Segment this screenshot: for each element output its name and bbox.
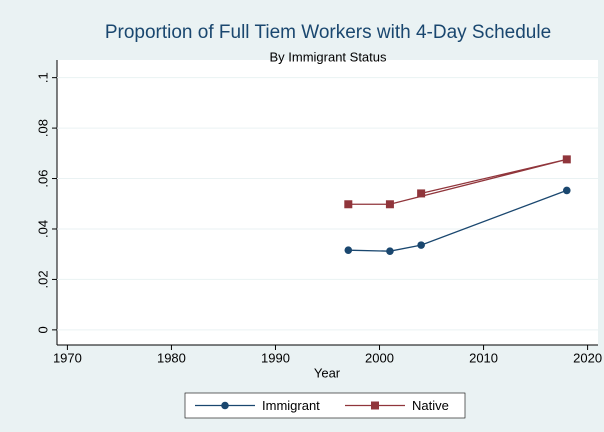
point <box>385 200 394 209</box>
x-tick-label: 1970 <box>53 350 82 365</box>
x-tick-label: 1980 <box>157 350 186 365</box>
x-tick-label: 2010 <box>469 350 498 365</box>
legend-marker <box>221 401 229 410</box>
y-tick-label: .1 <box>35 72 50 83</box>
x-tick-label: 2020 <box>573 350 602 365</box>
point <box>417 241 425 249</box>
series-line <box>348 189 568 252</box>
x-tick-label: 2000 <box>365 350 394 365</box>
point <box>344 246 353 254</box>
y-tick-label: .06 <box>35 170 50 188</box>
y-tick-label: .08 <box>35 119 50 137</box>
chart-subtitle: By Immigrant Status <box>269 49 387 64</box>
point <box>562 186 571 195</box>
legend-label: Immigrant <box>262 398 320 413</box>
point <box>344 200 353 209</box>
x-axis-label: Year <box>314 365 341 380</box>
point <box>562 155 571 164</box>
y-tick-label: .04 <box>35 220 50 238</box>
legend-label: Native <box>412 398 449 413</box>
y-tick-label: 0 <box>35 326 50 333</box>
plot-area <box>57 60 598 345</box>
legend-marker <box>371 401 379 410</box>
chart-title: Proportion of Full Tiem Workers with 4-D… <box>105 22 551 43</box>
y-tick-label: .02 <box>35 270 50 288</box>
series-line <box>348 158 567 205</box>
point <box>417 189 426 198</box>
x-tick-label: 1990 <box>261 350 290 365</box>
point <box>386 247 394 255</box>
